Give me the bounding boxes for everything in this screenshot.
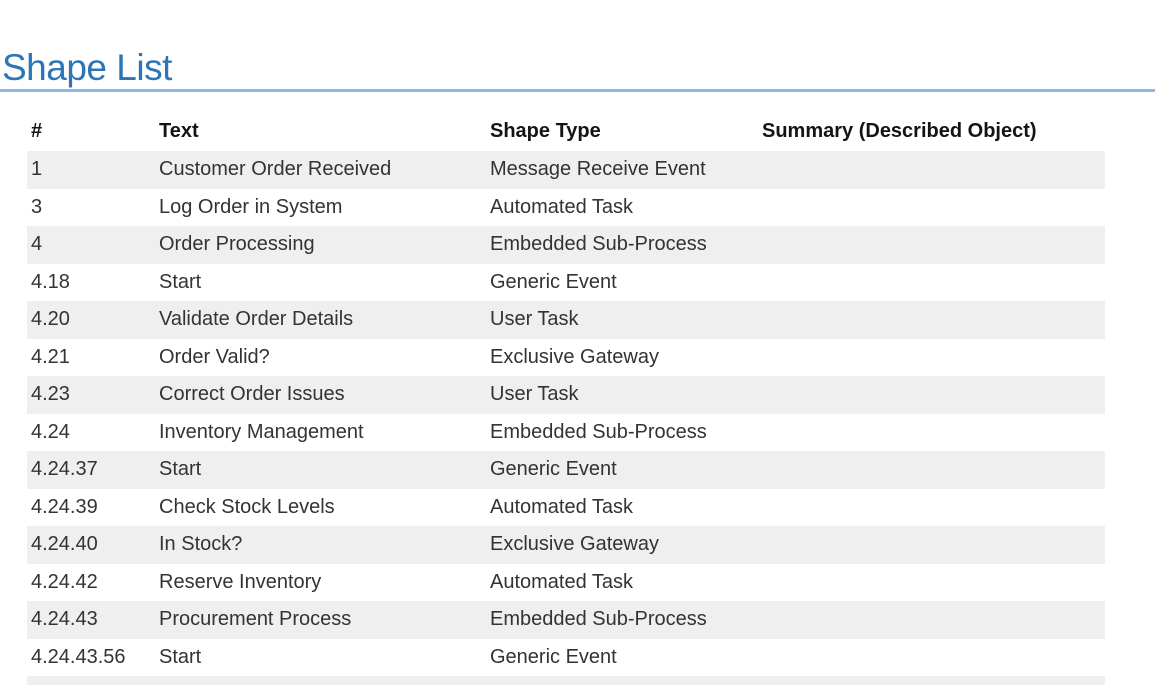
cell-number: 4.24.43.56 [31, 645, 126, 668]
cell-shape-type: Embedded Sub-Process [490, 233, 707, 256]
cell-number: 4.24.42 [31, 570, 98, 593]
cell-shape-type: Automated Task [490, 570, 634, 593]
cell-number: 3 [31, 195, 43, 218]
cell-text: Procurement Process [159, 608, 352, 631]
cell-number: 4.18 [31, 270, 70, 293]
cell-number: 4.23 [31, 383, 70, 406]
page-title: Shape List [2, 47, 172, 88]
cell-shape-type: Generic Event [490, 645, 617, 668]
table-row: 4.24 Inventory Management Embedded Sub-P… [27, 414, 1105, 452]
cell-shape-type: Generic Event [490, 458, 617, 481]
table-row: 4.24.37 Start Generic Event [27, 451, 1105, 489]
column-header-text: Text [159, 120, 199, 142]
cell-text: Start [159, 645, 202, 668]
cell-text: Validate Order Details [159, 308, 354, 331]
title-rule [0, 89, 1155, 92]
cell-number: 4.24 [31, 420, 70, 443]
cell-number: 4.21 [31, 345, 70, 368]
cell-shape-type: Embedded Sub-Process [490, 420, 707, 443]
cell-number: 4 [31, 233, 43, 256]
shape-list-table: # Text Shape Type Summary (Described Obj… [27, 112, 1105, 685]
cell-shape-type: Embedded Sub-Process [490, 608, 707, 631]
table-body: 1 Customer Order Received Message Receiv… [27, 151, 1105, 676]
table-row: 4.24.43 Procurement Process Embedded Sub… [27, 601, 1105, 639]
column-header-number: # [31, 120, 43, 142]
cell-text: Inventory Management [159, 420, 364, 443]
table-row: 4.24.39 Check Stock Levels Automated Tas… [27, 489, 1105, 527]
cell-shape-type: Exclusive Gateway [490, 533, 659, 556]
table-row: 4.24.42 Reserve Inventory Automated Task [27, 564, 1105, 602]
cell-number: 4.24.39 [31, 495, 98, 518]
cell-shape-type: User Task [490, 308, 579, 331]
cell-text: Reserve Inventory [159, 570, 322, 593]
cell-number: 4.24.40 [31, 533, 98, 556]
cell-number: 4.24.43 [31, 608, 98, 631]
table-row-partial [27, 676, 1105, 685]
cell-text: Order Processing [159, 233, 315, 256]
table-row: 1 Customer Order Received Message Receiv… [27, 151, 1105, 189]
cell-text: Order Valid? [159, 345, 270, 368]
cell-shape-type: Generic Event [490, 270, 617, 293]
cell-shape-type: Automated Task [490, 195, 634, 218]
cell-shape-type: User Task [490, 383, 579, 406]
cell-shape-type: Automated Task [490, 495, 634, 518]
cell-text: Check Stock Levels [159, 495, 335, 518]
table-row: 4.18 Start Generic Event [27, 264, 1105, 302]
column-header-summary: Summary (Described Object) [762, 120, 1037, 142]
cell-number: 4.20 [31, 308, 70, 331]
table-header-row: # Text Shape Type Summary (Described Obj… [27, 112, 1105, 151]
cell-text: Log Order in System [159, 195, 343, 218]
cell-text: Correct Order Issues [159, 383, 345, 406]
table-row: 3 Log Order in System Automated Task [27, 189, 1105, 227]
table-row: 4.23 Correct Order Issues User Task [27, 376, 1105, 414]
cell-number: 1 [31, 158, 43, 181]
cell-text: Start [159, 458, 202, 481]
table-row: 4.21 Order Valid? Exclusive Gateway [27, 339, 1105, 377]
cell-text: Customer Order Received [159, 158, 392, 181]
table-row: 4.24.43.56 Start Generic Event [27, 639, 1105, 677]
cell-shape-type: Exclusive Gateway [490, 345, 659, 368]
cell-text: Start [159, 270, 202, 293]
cell-text: In Stock? [159, 533, 243, 556]
cell-number: 4.24.37 [31, 458, 98, 481]
cell-shape-type: Message Receive Event [490, 158, 706, 181]
column-header-shape-type: Shape Type [490, 120, 601, 142]
table-row: 4.24.40 In Stock? Exclusive Gateway [27, 526, 1105, 564]
table-row: 4.20 Validate Order Details User Task [27, 301, 1105, 339]
table-row: 4 Order Processing Embedded Sub-Process [27, 226, 1105, 264]
